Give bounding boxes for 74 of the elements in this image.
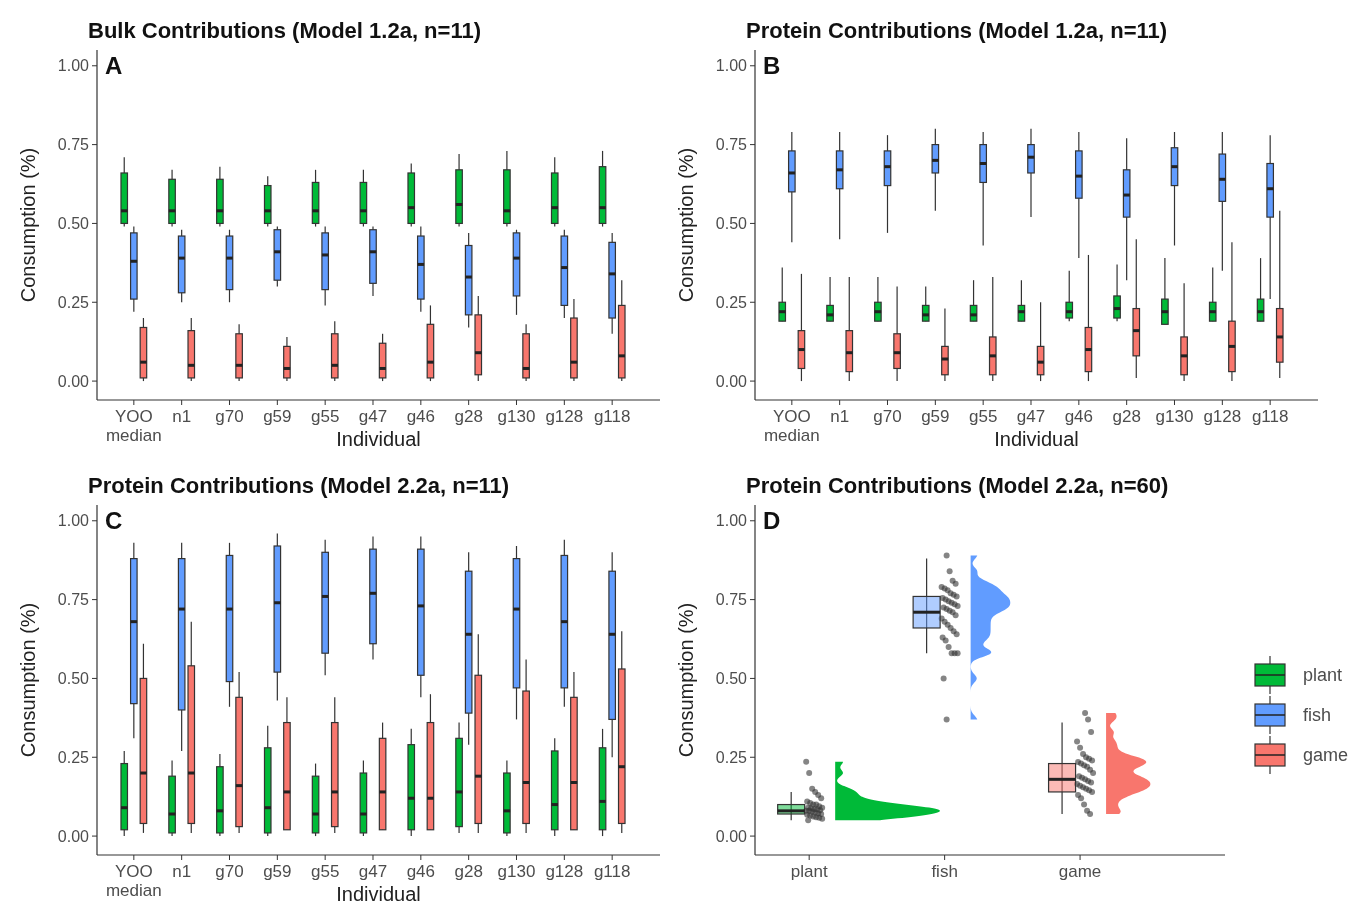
- chart-title: Bulk Contributions (Model 1.2a, n=11): [88, 18, 481, 43]
- x-tick-label: game: [1058, 862, 1102, 881]
- x-tick-label: g59: [263, 407, 292, 426]
- y-tick-label: 0.00: [57, 372, 90, 390]
- legend-label: game: [1303, 745, 1349, 766]
- chart-title: Protein Contributions (Model 2.2a, n=60): [746, 473, 1169, 498]
- y-axis-title: Consumption (%): [17, 147, 39, 303]
- y-tick-label: 0.75: [715, 136, 748, 154]
- x-tick-label: n1: [830, 407, 850, 426]
- x-tick-label: g130: [497, 862, 536, 881]
- annotation: A: [105, 52, 123, 79]
- y-axis-title: Consumption (%): [675, 147, 697, 303]
- x-tick-label: g47: [358, 407, 388, 426]
- y-tick-label: 1.00: [715, 512, 748, 530]
- y-tick-label: 0.50: [57, 670, 90, 688]
- x-tick-label: g118: [593, 407, 631, 426]
- y-tick-label: 0.00: [715, 827, 748, 845]
- x-tick-label: fish: [931, 862, 958, 881]
- y-tick-label: 0.75: [57, 591, 90, 609]
- chart-title: Protein Contributions (Model 2.2a, n=11): [88, 473, 510, 498]
- x-tick-label: n1: [172, 407, 192, 426]
- x-tick-label: g28: [454, 407, 483, 426]
- y-tick-label: 0.50: [57, 215, 90, 233]
- x-tick-label: g46: [406, 407, 436, 426]
- annotation: B: [763, 52, 781, 79]
- y-tick-label: 1.00: [57, 57, 90, 75]
- x-tick-label: g59: [263, 862, 292, 881]
- x-axis-title: Individual: [336, 883, 421, 905]
- x-tick-label: g55: [310, 407, 340, 426]
- y-tick-label: 0.25: [57, 293, 90, 311]
- x-tick-label: g118: [593, 862, 631, 881]
- x-tick-label: g70: [873, 407, 902, 426]
- x-tick-label: g70: [215, 407, 244, 426]
- x-tick-label: g59: [921, 407, 950, 426]
- x-tick-label: g128: [1203, 407, 1242, 426]
- legend-label: plant: [1303, 665, 1343, 686]
- x-tick-label: g128: [545, 862, 584, 881]
- x-tick-label: g70: [215, 862, 244, 881]
- x-tick-label: g118: [1251, 407, 1289, 426]
- x-tick-label: n1: [172, 862, 192, 881]
- x-axis-title: Individual: [336, 428, 421, 450]
- x-tick-label: g128: [545, 407, 584, 426]
- x-tick-label: g47: [1016, 407, 1046, 426]
- y-tick-label: 0.75: [57, 136, 90, 154]
- x-tick-label: g28: [454, 862, 483, 881]
- y-tick-label: 1.00: [715, 57, 748, 75]
- x-tick-label: YOO median: [105, 862, 162, 900]
- x-axis-title: Individual: [994, 428, 1079, 450]
- y-tick-label: 0.50: [715, 670, 748, 688]
- y-axis-title: Consumption (%): [17, 602, 39, 758]
- y-tick-label: 0.25: [57, 748, 90, 766]
- x-tick-label: g46: [406, 862, 436, 881]
- annotation: D: [763, 507, 781, 534]
- chart-title: Protein Contributions (Model 1.2a, n=11): [746, 18, 1168, 43]
- x-tick-label: g28: [1112, 407, 1141, 426]
- x-tick-label: YOO median: [105, 407, 162, 445]
- y-tick-label: 0.25: [715, 748, 748, 766]
- annotation: C: [105, 507, 123, 534]
- y-tick-label: 0.00: [715, 372, 748, 390]
- x-tick-label: g46: [1064, 407, 1094, 426]
- x-tick-label: g55: [968, 407, 998, 426]
- legend-label: fish: [1303, 705, 1332, 726]
- x-tick-label: g130: [1155, 407, 1194, 426]
- x-tick-label: g130: [497, 407, 536, 426]
- y-tick-label: 0.50: [715, 215, 748, 233]
- x-tick-label: g47: [358, 862, 388, 881]
- y-tick-label: 1.00: [57, 512, 90, 530]
- x-tick-label: g55: [310, 862, 340, 881]
- y-axis-title: Consumption (%): [675, 602, 697, 758]
- x-tick-label: plant: [790, 862, 828, 881]
- y-tick-label: 0.00: [57, 827, 90, 845]
- y-tick-label: 0.25: [715, 293, 748, 311]
- x-tick-label: YOO median: [763, 407, 820, 445]
- y-tick-label: 0.75: [715, 591, 748, 609]
